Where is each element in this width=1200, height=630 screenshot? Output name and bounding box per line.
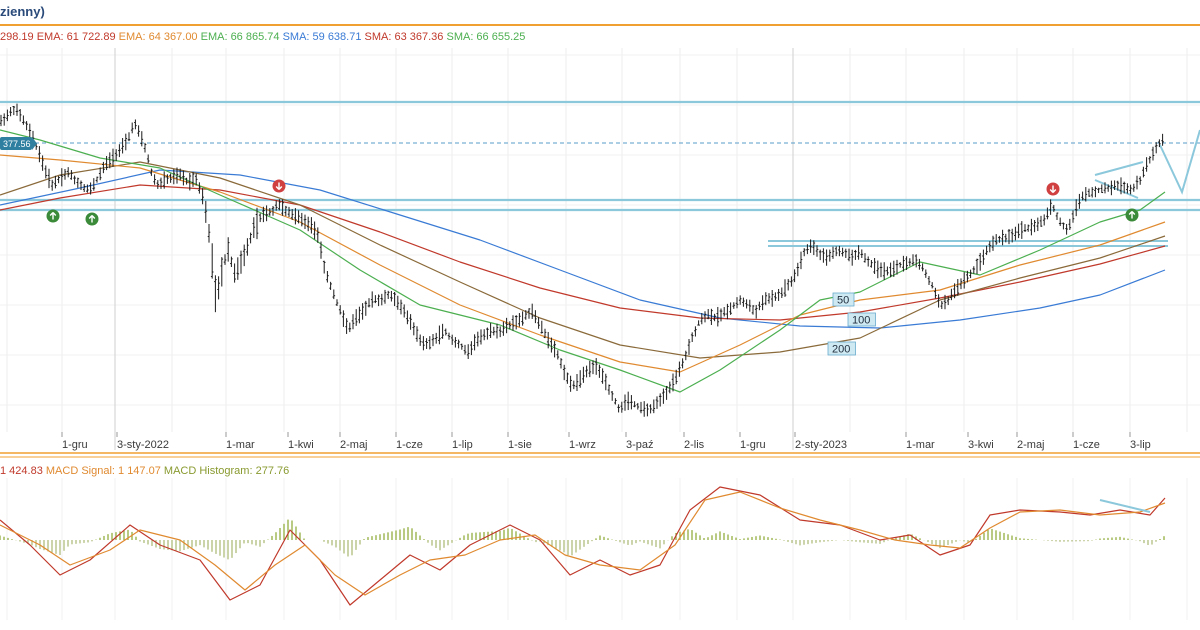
grid [0, 48, 1200, 620]
x-tick-label: 2-maj [1017, 439, 1045, 451]
top-orange-separator [0, 24, 1200, 26]
macd-legend-signal: MACD Signal: 1 147.07 [42, 465, 161, 477]
ma-label-200: 200 [832, 344, 850, 356]
signal-up-icon-1 [88, 215, 96, 223]
x-axis: 1-gru 3-sty-2022 1-mar 1-kwi 2-maj 1-cze 1-lip… [61, 432, 1151, 451]
x-tick-label: 1-lip [452, 439, 473, 451]
ma-label-box-200 [827, 341, 856, 356]
legend-ema-2: EMA: 64 367.00 [115, 31, 198, 43]
signal-down-icon-2 [275, 182, 283, 190]
moving-average-line-0 [0, 169, 1166, 329]
moving-averages [0, 129, 1166, 393]
macd-legend-value: 1 424.83 [0, 465, 43, 477]
x-tick-label: 1-sie [508, 439, 532, 451]
x-tick-label: 1-wrz [569, 439, 596, 451]
price-tag-pointer [32, 137, 37, 150]
x-tick-label: 1-kwi [288, 439, 314, 451]
legend-sma-2: SMA: 63 367.36 [361, 31, 444, 43]
macd-line-1 [0, 491, 1166, 596]
legend-ema-1: EMA: 61 722.89 [33, 31, 116, 43]
x-tick-label: 2-sty-2023 [795, 439, 847, 451]
indicator-legend: 298.19 EMA: 61 722.89 EMA: 64 367.00 EMA… [0, 31, 525, 43]
macd-panel [0, 486, 1166, 606]
ma-label-50: 50 [837, 295, 849, 307]
macd-legend-histogram: MACD Histogram: 277.76 [160, 465, 290, 477]
x-tick-label: 3-kwi [968, 439, 994, 451]
x-tick-label: 3-lip [1130, 439, 1151, 451]
x-tick-label: 1-cze [396, 439, 423, 451]
x-tick-label: 1-gru [62, 439, 88, 451]
signal-up-icon-4 [1128, 211, 1136, 219]
signal-up-icon-0 [49, 212, 57, 220]
legend-ema-3: EMA: 66 865.74 [197, 31, 280, 43]
x-tick-label: 2-lis [684, 439, 705, 451]
moving-average-line-2 [0, 161, 1166, 359]
x-tick-label: 3-paź [626, 439, 654, 451]
legend-value-0: 298.19 [0, 31, 34, 43]
x-tick-label: 1-mar [906, 439, 935, 451]
horizontal-levels [0, 100, 1200, 247]
moving-average-line-1 [0, 184, 1166, 321]
price-bars [0, 103, 1164, 417]
macd-divergence-line [1099, 499, 1151, 513]
price-tag-label: 377.56 [3, 139, 31, 149]
chart-title: zienny) [0, 4, 45, 19]
price-tag-box [0, 137, 32, 150]
x-tick-label: 1-gru [740, 439, 766, 451]
x-tick-label: 2-maj [340, 439, 368, 451]
signal-down-icon-3 [1049, 185, 1057, 193]
x-tick-label: 1-cze [1073, 439, 1100, 451]
ma-label-box-50 [832, 292, 855, 307]
legend-sma-1: SMA: 59 638.71 [279, 31, 362, 43]
macd-legend: 1 424.83 MACD Signal: 1 147.07 MACD Hist… [0, 465, 289, 477]
macd-line-0 [0, 486, 1166, 606]
x-tick-label: 1-mar [226, 439, 255, 451]
flag-top-line [1094, 161, 1144, 176]
flag-bottom-line [1094, 179, 1139, 199]
ma-label-100: 100 [852, 315, 870, 327]
x-tick-label: 3-sty-2022 [117, 439, 169, 451]
legend-sma-3: SMA: 66 655.25 [443, 31, 526, 43]
projection-zigzag [1159, 129, 1200, 195]
ma-label-box-100 [847, 312, 876, 327]
